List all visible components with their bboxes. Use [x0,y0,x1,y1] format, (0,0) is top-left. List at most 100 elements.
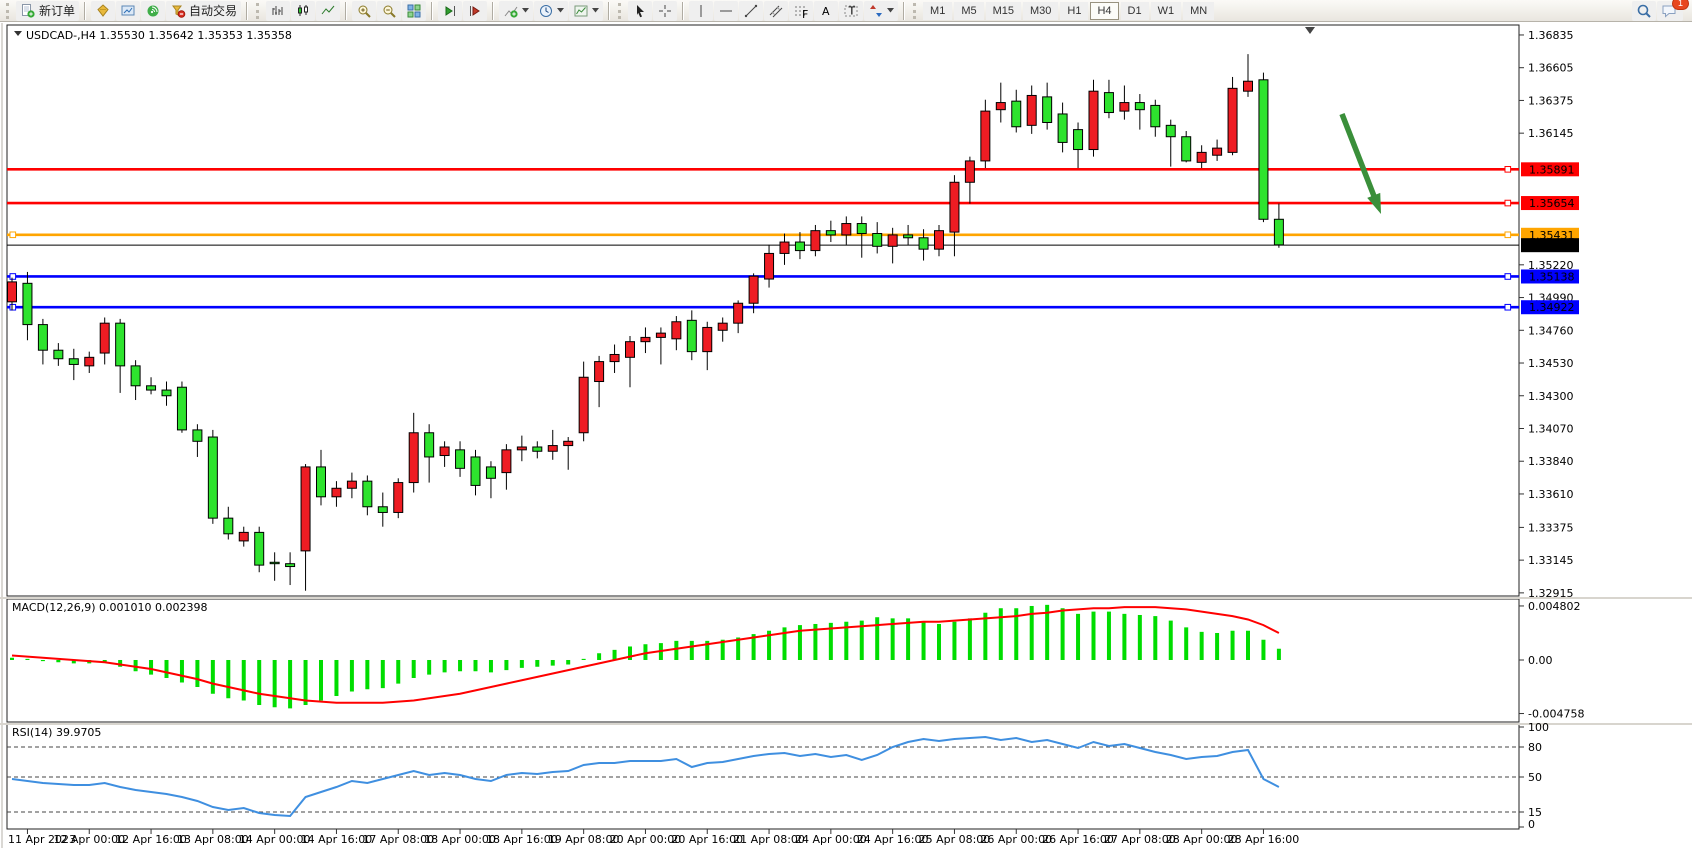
candle [285,563,296,568]
hline-price-label: 1.35891 [1529,163,1575,176]
trendline-button[interactable] [739,0,764,21]
templates-icon [574,5,588,16]
market-watch-icon [121,5,135,15]
panel-splitter[interactable] [0,597,1692,599]
macd-histogram-bar [195,659,200,688]
macd-histogram-bar [272,659,277,708]
text-label-button[interactable]: T [839,0,864,21]
main-chart-panel[interactable] [6,24,1520,597]
candle [393,482,404,513]
macd-histogram-bar [210,659,215,694]
candle [1011,100,1022,128]
timeframe-mn[interactable]: MN [1183,1,1215,20]
timeframe-m15[interactable]: M15 [985,1,1021,20]
channel-button[interactable] [764,0,789,21]
time-label: 27 Apr 08:00 [1104,833,1176,846]
candle [115,322,126,367]
toolbar: 新订单 自动交易 [0,0,1692,22]
candle [794,241,805,252]
macd-histogram-bar [380,659,385,689]
metaeditor-button[interactable] [91,0,116,21]
timeframe-m5[interactable]: M5 [954,1,984,20]
candle [1243,80,1253,92]
signals-button[interactable] [141,0,166,21]
toolbar-grip[interactable] [6,2,12,19]
hline-anchor[interactable] [1504,303,1512,311]
symbol-dropdown-icon[interactable] [14,31,22,36]
time-label: 20 Apr 00:00 [610,833,682,846]
search-button[interactable] [1632,0,1656,21]
candle [903,234,914,239]
macd-histogram-bar [736,637,741,660]
chart-shift-button[interactable] [463,0,488,21]
macd-histogram-bar [133,659,138,672]
macd-histogram-bar [319,659,323,701]
hline-anchor[interactable] [1504,273,1512,280]
cursor-button[interactable] [628,0,653,21]
candle [501,449,512,474]
macd-histogram-bar [921,621,926,660]
candle [1026,94,1037,126]
vertical-line-icon [700,4,702,17]
text-icon: A [822,5,830,18]
toolbar-grip[interactable] [913,2,919,19]
hline-anchor[interactable] [9,303,17,311]
timeframe-m30[interactable]: M30 [1023,1,1059,20]
bar-chart-button[interactable] [266,0,291,21]
macd-histogram-bar [1137,614,1142,660]
candle [671,321,682,340]
toolbar-grip[interactable] [256,2,262,19]
macd-histogram-bar [952,621,957,660]
auto-trading-icon [172,5,186,18]
auto-trading-button[interactable]: 自动交易 [166,0,242,21]
zoom-out-button[interactable] [377,0,402,21]
panel-splitter[interactable] [0,723,1692,725]
fibonacci-button[interactable]: F [789,0,814,21]
timeframe-w1[interactable]: W1 [1150,1,1182,20]
toolbar-grip[interactable] [618,2,624,19]
auto-scroll-button[interactable] [438,0,463,21]
candle [408,432,419,484]
hline-price-box [1521,269,1579,284]
market-watch-button[interactable] [116,0,141,21]
hline-anchor[interactable] [9,273,17,280]
line-chart-button[interactable] [316,0,341,21]
new-order-button[interactable]: 新订单 [16,0,80,21]
candle [176,386,187,431]
hline-anchor[interactable] [1504,199,1512,207]
candlestick-chart-button[interactable] [291,0,316,21]
zoom-in-button[interactable] [352,0,377,21]
arrow-annotation-shaft[interactable] [1339,113,1379,202]
candle [578,376,589,434]
notification-badge: 1 [1672,0,1689,10]
chat-button[interactable]: 1 [1657,0,1689,21]
timeframe-h4[interactable]: H4 [1090,1,1119,20]
hline-anchor[interactable] [9,231,17,239]
candle [316,466,326,498]
horizontal-line-button[interactable] [714,0,739,21]
templates-button[interactable] [569,0,604,21]
hline-anchor[interactable] [1504,231,1512,239]
candle [949,181,960,233]
macd-panel[interactable] [6,598,1520,723]
hline-anchor[interactable] [1504,166,1512,173]
arrows-button[interactable] [864,0,899,21]
chart-shift-marker[interactable] [1305,27,1315,34]
time-label: 17 Apr 08:00 [362,833,434,846]
timeframe-h1[interactable]: H1 [1060,1,1089,20]
candle [1212,147,1223,156]
price-tick-label: 1.36605 [1528,62,1574,75]
macd-tick-label: 0.00 [1528,654,1553,667]
tile-windows-button[interactable] [402,0,427,21]
vertical-line-button[interactable] [689,0,714,21]
macd-histogram-bar [998,608,1003,660]
arrow-annotation-head[interactable] [1367,192,1381,214]
timeframe-d1[interactable]: D1 [1120,1,1149,20]
periods-button[interactable] [534,0,569,21]
crosshair-button[interactable] [653,0,678,21]
timeframe-m1[interactable]: M1 [923,1,953,20]
indicators-button[interactable] [499,0,534,21]
text-button[interactable]: A [814,0,839,21]
toolbar-separator [608,1,611,20]
